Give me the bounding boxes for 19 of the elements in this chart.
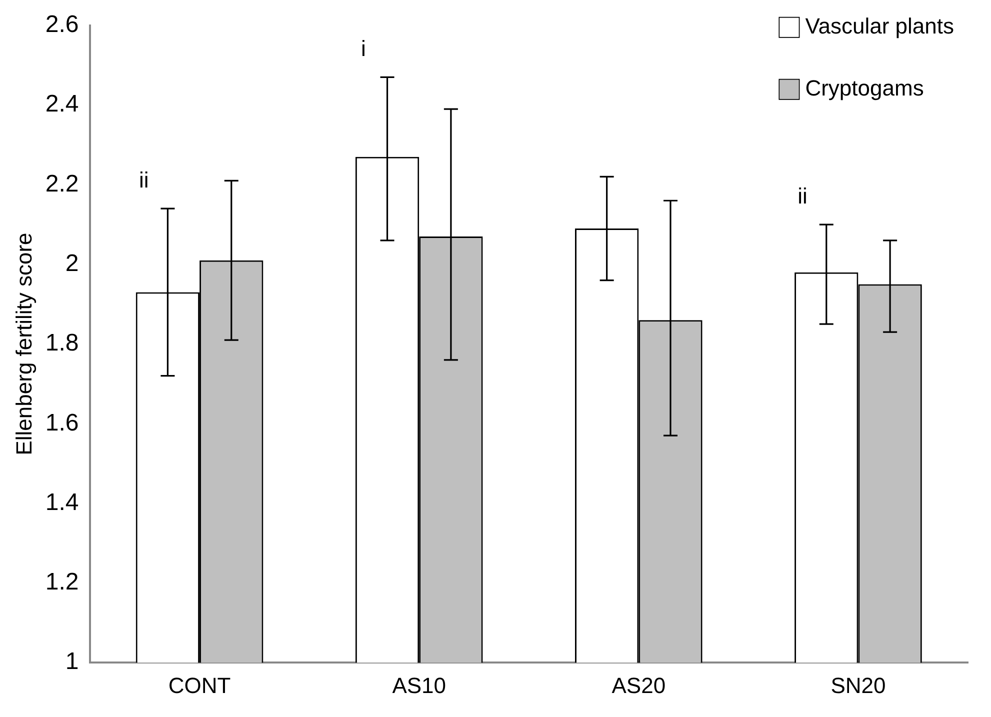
- x-tick-label: AS10: [392, 672, 446, 698]
- y-tick-label: 1.4: [45, 488, 79, 516]
- y-tick-label: 1.6: [45, 409, 79, 436]
- y-tick-label: 2.2: [45, 170, 79, 198]
- y-tick-label: 1.8: [45, 330, 79, 357]
- annotation: ii: [798, 184, 808, 209]
- y-tick-label: 1: [65, 648, 79, 676]
- legend-label: Vascular plants: [805, 13, 954, 38]
- x-tick-label: AS20: [612, 672, 666, 698]
- x-tick-label: CONT: [168, 672, 231, 698]
- x-tick-label: SN20: [830, 672, 886, 698]
- annotation: ii: [138, 168, 149, 193]
- y-axis-title: Ellenberg fertility score: [11, 232, 36, 456]
- y-tick-label: 2.6: [45, 11, 79, 38]
- legend-label: Cryptogams: [805, 75, 924, 100]
- annotation: i: [360, 36, 366, 62]
- y-tick-label: 1.2: [45, 568, 79, 596]
- y-tick-label: 2: [65, 250, 79, 277]
- y-tick-label: 2.4: [45, 90, 79, 118]
